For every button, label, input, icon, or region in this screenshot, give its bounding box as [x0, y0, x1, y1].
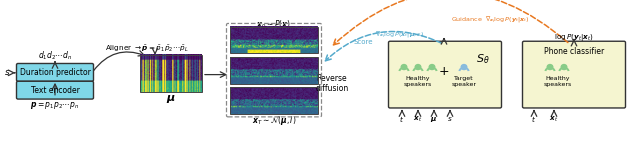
Text: $t$: $t$ — [399, 114, 404, 124]
Text: $s$: $s$ — [447, 115, 453, 123]
Text: $\boldsymbol{S_\theta}$: $\boldsymbol{S_\theta}$ — [476, 53, 490, 66]
Text: $t$: $t$ — [531, 114, 536, 124]
Text: Text encoder: Text encoder — [31, 86, 79, 95]
Bar — [230, 57, 318, 84]
Bar — [230, 26, 318, 53]
Text: Aligner $\rightarrow \bar{\boldsymbol{p}}=\bar{p}_1\bar{p}_2\cdots\bar{p}_L$: Aligner $\rightarrow \bar{\boldsymbol{p}… — [105, 43, 189, 54]
Text: Phone classifier: Phone classifier — [544, 47, 604, 56]
Text: $\nabla_{\boldsymbol{x}_t}\log P(\boldsymbol{x}_t|\boldsymbol{\mu},s)$: $\nabla_{\boldsymbol{x}_t}\log P(\boldsy… — [375, 30, 425, 40]
Text: $\boldsymbol{x}_0\sim P(\boldsymbol{x})$: $\boldsymbol{x}_0\sim P(\boldsymbol{x})$ — [257, 19, 292, 31]
Text: Healthy
speakers: Healthy speakers — [404, 76, 432, 87]
Text: Score: Score — [353, 39, 372, 45]
Text: Target
speaker: Target speaker — [451, 76, 477, 87]
Circle shape — [415, 65, 421, 70]
Text: Reverse
diffusion: Reverse diffusion — [316, 74, 349, 93]
Text: $\log P(\boldsymbol{y}_t|\boldsymbol{x}_t)$: $\log P(\boldsymbol{y}_t|\boldsymbol{x}_… — [554, 32, 594, 43]
Circle shape — [429, 65, 435, 70]
Bar — [230, 87, 318, 114]
Text: $s$: $s$ — [4, 68, 10, 77]
Text: $\boldsymbol{p}=p_1p_2\cdots p_n$: $\boldsymbol{p}=p_1p_2\cdots p_n$ — [30, 100, 80, 111]
FancyBboxPatch shape — [388, 41, 502, 108]
Circle shape — [547, 65, 553, 70]
Bar — [140, 55, 202, 92]
Circle shape — [461, 65, 467, 70]
FancyBboxPatch shape — [17, 64, 93, 81]
Circle shape — [561, 65, 567, 70]
Text: $\boldsymbol{\mu}$: $\boldsymbol{\mu}$ — [431, 115, 438, 124]
Text: Healthy
speakers: Healthy speakers — [544, 76, 572, 87]
Text: $\boldsymbol{x}_T\sim\mathcal{N}(\boldsymbol{\mu},I)$: $\boldsymbol{x}_T\sim\mathcal{N}(\boldsy… — [252, 114, 296, 127]
Text: $\boldsymbol{\mu}$: $\boldsymbol{\mu}$ — [166, 93, 176, 105]
Text: $d_1d_2\cdots d_n$: $d_1d_2\cdots d_n$ — [38, 50, 72, 62]
Text: Guidance  $\nabla_{\boldsymbol{x}_t}\log P(\boldsymbol{y}_t|\boldsymbol{x}_t)$: Guidance $\nabla_{\boldsymbol{x}_t}\log … — [451, 15, 529, 25]
FancyBboxPatch shape — [522, 41, 625, 108]
Text: +: + — [438, 65, 449, 78]
FancyBboxPatch shape — [17, 81, 93, 99]
Circle shape — [401, 65, 407, 70]
Text: $\boldsymbol{x}_t$: $\boldsymbol{x}_t$ — [549, 114, 559, 124]
Text: $\boldsymbol{x}_t$: $\boldsymbol{x}_t$ — [413, 114, 422, 124]
Text: Duration predictor: Duration predictor — [20, 68, 90, 77]
